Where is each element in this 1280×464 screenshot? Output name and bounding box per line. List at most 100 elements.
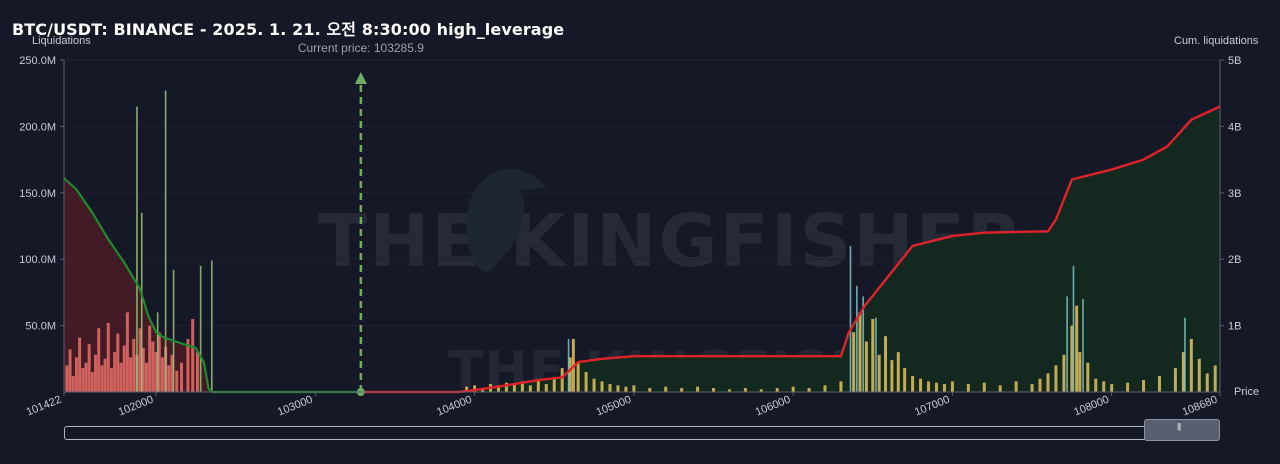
short-bars-bar <box>1078 352 1082 392</box>
x-tick-label: 108680 <box>1181 394 1220 419</box>
short-bars-bar <box>1205 373 1209 392</box>
long-bars-bar <box>65 365 69 392</box>
short-bars-bar <box>759 389 763 392</box>
short-bars-bar <box>632 385 636 392</box>
short-bars-bar <box>890 360 894 392</box>
short-bars-bar <box>576 362 580 392</box>
short-spikes-bar <box>1072 265 1075 392</box>
short-bars-bar <box>1094 378 1098 392</box>
short-bars-bar <box>504 382 508 392</box>
chart-title: BTC/USDT: BINANCE - 2025. 1. 21. 오전 8:30… <box>12 20 565 39</box>
short-bars-bar <box>727 389 731 392</box>
short-bars-bar <box>942 384 946 392</box>
long-bars-bar <box>68 349 72 392</box>
long-bars-bar <box>129 357 133 392</box>
axes <box>60 59 1224 396</box>
long-bars-bar <box>90 372 94 392</box>
short-bars-bar <box>1086 362 1090 392</box>
long-bars-bar <box>81 368 85 392</box>
short-bars-bar <box>1046 373 1050 392</box>
short-bars-bar <box>680 388 684 392</box>
long-spikes-bar <box>172 269 175 392</box>
long-bars-bar <box>116 333 120 392</box>
long-spikes-bar <box>140 212 143 392</box>
short-bars-bar <box>858 312 862 392</box>
long-cumulative-area <box>64 178 361 392</box>
long-bars-bar <box>132 338 136 392</box>
short-bars-bar <box>807 388 811 392</box>
long-bars-bar <box>119 362 123 392</box>
short-bars-bar <box>568 357 572 392</box>
short-bars-bar <box>823 385 827 392</box>
short-bars-bar <box>1181 352 1185 392</box>
left-tick-label: 200.0M <box>19 121 56 133</box>
liquidation-bars <box>65 90 1217 392</box>
grip-icon: ||| <box>1177 422 1181 431</box>
long-bars-bar <box>100 365 104 392</box>
short-bars-bar <box>544 384 548 392</box>
long-bars-bar <box>138 328 142 392</box>
long-bars-bar <box>106 322 110 392</box>
long-bars-bar <box>122 345 126 392</box>
short-bars-bar <box>1213 365 1217 392</box>
long-bars-bar <box>94 354 98 392</box>
short-bars-bar <box>877 354 881 392</box>
short-bars-bar <box>1102 381 1106 392</box>
long-bars-bar <box>87 344 91 392</box>
long-bars-bar <box>157 332 161 392</box>
long-cumulative-line <box>63 177 361 394</box>
range-scrollbar-thumb[interactable]: ||| <box>1144 419 1220 441</box>
current-price-label: Current price: 103285.9 <box>298 41 424 55</box>
short-spikes-bar <box>1066 296 1068 392</box>
short-bars-bar <box>536 380 540 392</box>
long-bars-bar <box>84 362 88 392</box>
long-bars-bar <box>191 318 195 392</box>
short-bars-bar <box>1038 378 1042 392</box>
long-spikes-bar <box>211 260 213 392</box>
long-bars-bar <box>125 312 129 392</box>
short-bars-bar <box>712 388 716 392</box>
short-bars-bar <box>919 378 923 392</box>
long-bars-bar <box>186 338 190 392</box>
short-bars-bar <box>871 318 875 392</box>
short-bars-bar <box>903 368 907 392</box>
left-tick-label: 250.0M <box>19 55 56 67</box>
short-bars-bar <box>998 385 1002 392</box>
long-bars-bar <box>113 352 117 392</box>
short-spikes-bar <box>875 317 877 392</box>
short-spikes-bar <box>1082 299 1084 392</box>
long-bars-bar <box>103 358 107 392</box>
short-bars-bar <box>1054 365 1058 392</box>
short-bars-bar <box>1075 305 1079 392</box>
short-bars-bar <box>592 378 596 392</box>
right-tick-label: 1B <box>1228 321 1241 333</box>
short-cumulative-line <box>360 105 1221 394</box>
range-scrollbar[interactable] <box>64 426 1220 440</box>
long-bars-bar <box>74 357 78 392</box>
x-tick-label: 101422 <box>25 394 64 419</box>
long-bars-bar <box>175 370 179 392</box>
long-bars-bar <box>151 341 155 392</box>
cumulative-lines: Current price: 103285.9 <box>63 41 1221 396</box>
short-bars-bar <box>600 381 604 392</box>
long-bars-bar <box>195 352 199 392</box>
x-axis-title: Price <box>1234 386 1259 398</box>
short-spikes-bar <box>567 338 570 392</box>
left-tick-label: 50.0M <box>25 321 56 333</box>
short-spikes-bar <box>856 285 858 392</box>
short-bars-bar <box>884 336 888 392</box>
short-bars-bar <box>950 381 954 392</box>
short-bars-bar <box>934 382 938 392</box>
short-spikes-bar <box>862 296 865 392</box>
long-bars-bar <box>109 368 113 392</box>
short-bars-bar <box>1142 380 1146 392</box>
right-tick-label: 5B <box>1228 55 1241 67</box>
short-bars-bar <box>1070 325 1074 392</box>
long-bars-bar <box>97 328 101 392</box>
long-bars-bar <box>148 325 152 392</box>
right-axis-title: Cum. liquidations <box>1174 35 1259 47</box>
short-bars-bar <box>696 386 700 392</box>
short-bars-bar <box>982 382 986 392</box>
short-bars-bar <box>584 372 588 392</box>
